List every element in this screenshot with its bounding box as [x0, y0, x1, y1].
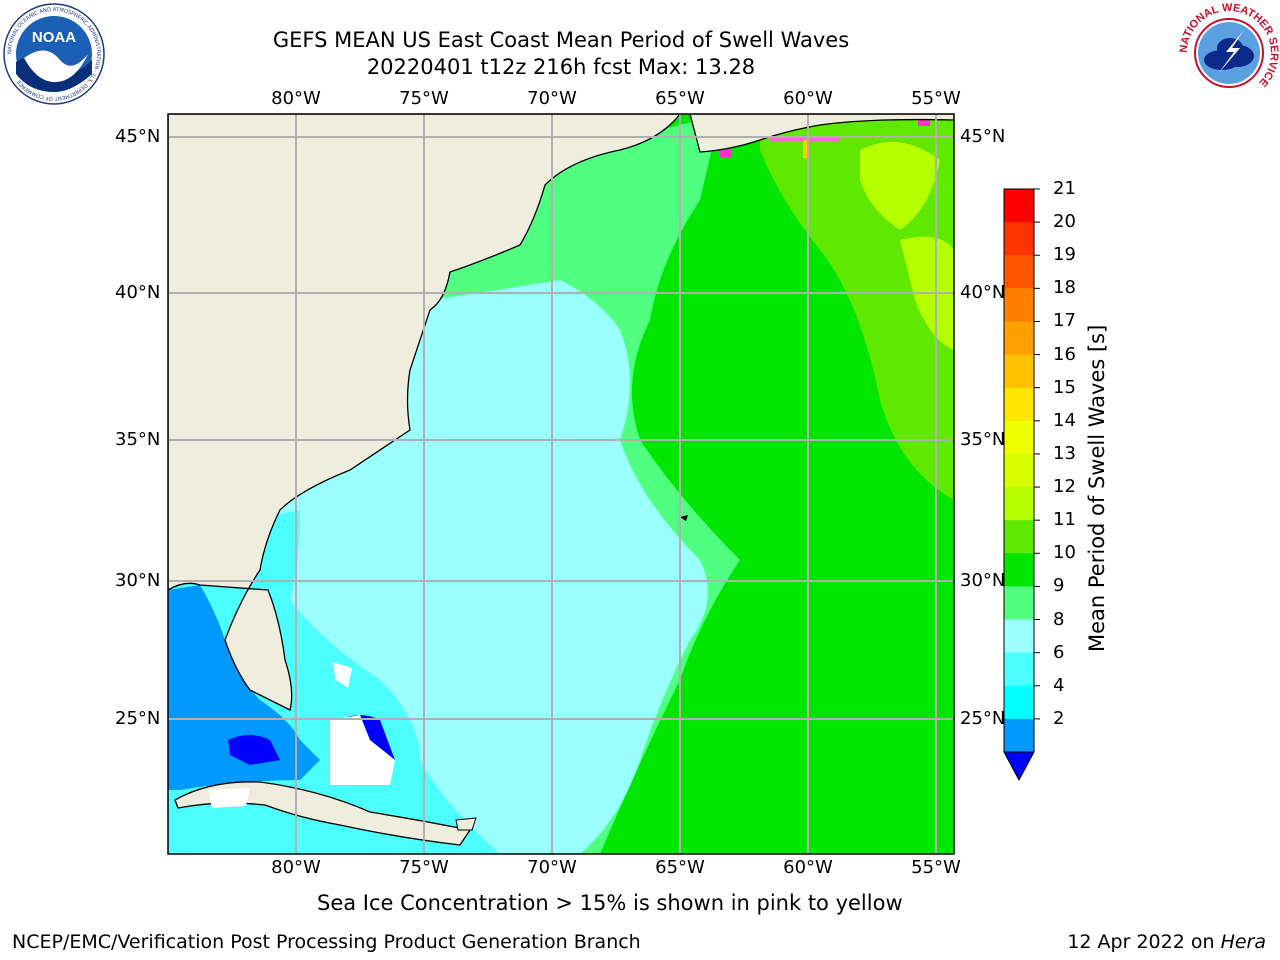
colorbar-tick-label: 8: [1053, 608, 1065, 630]
colorbar-tick-label: 6: [1053, 641, 1065, 663]
lat-label-left: 40°N: [115, 282, 161, 303]
colorbar-tick-label: 14: [1053, 409, 1076, 431]
sea-ice-mark: [770, 136, 840, 142]
sea-ice-mark: [918, 118, 930, 126]
colorbar-segment: [1004, 321, 1034, 356]
lat-label-right: 40°N: [960, 282, 1006, 303]
colorbar-segment: [1004, 586, 1034, 621]
lat-label-left: 30°N: [115, 570, 161, 591]
bahamas-shallow: [330, 715, 395, 785]
colorbar-segment: [1004, 354, 1034, 389]
colorbar-segment: [1004, 420, 1034, 455]
colorbar: [1003, 188, 1040, 782]
colorbar-segment: [1004, 222, 1034, 256]
lon-label-bottom: 70°W: [527, 857, 577, 878]
lon-label-top: 75°W: [399, 88, 449, 109]
noaa-logo: NOAA NATIONAL OCEANIC AND ATMOSPHERIC AD…: [3, 3, 105, 105]
colorbar-tick-label: 15: [1053, 376, 1076, 398]
colorbar-segment: [1004, 288, 1034, 322]
colorbar-extend-arrow: [1003, 751, 1035, 782]
lat-label-right: 45°N: [960, 126, 1006, 147]
colorbar-segment: [1004, 685, 1034, 720]
colorbar-tick-label: 17: [1053, 310, 1076, 332]
lat-label-left: 25°N: [115, 708, 161, 729]
lat-label-right: 35°N: [960, 429, 1006, 450]
colorbar-tick-label: 20: [1053, 211, 1076, 233]
colorbar-tick-label: 21: [1053, 178, 1076, 199]
nws-logo: NATIONAL WEATHER SERVICE: [1178, 2, 1280, 102]
colorbar-segment: [1004, 553, 1034, 587]
footer-date: 12 Apr 2022 on Hera: [1067, 931, 1266, 953]
colorbar-tick-label: 18: [1053, 277, 1076, 299]
chart-title-line1: GEFS MEAN US East Coast Mean Period of S…: [272, 28, 850, 52]
lon-label-bottom: 55°W: [911, 857, 961, 878]
lon-label-bottom: 60°W: [783, 857, 833, 878]
swell-band-lt-2: [228, 735, 280, 765]
footer-credit: NCEP/EMC/Verification Post Processing Pr…: [12, 931, 641, 953]
colorbar-segment: [1004, 487, 1034, 521]
colorbar-tick-label: 4: [1053, 674, 1065, 696]
colorbar-segment: [1004, 255, 1034, 289]
colorbar-tick-label: 2: [1053, 707, 1065, 729]
sea-ice-annotation: Sea Ice Concentration > 15% is shown in …: [317, 891, 903, 915]
sea-ice-mark: [803, 140, 809, 158]
colorbar-segment: [1004, 387, 1034, 422]
colorbar-segment: [1004, 718, 1034, 753]
lon-label-top: 80°W: [271, 88, 321, 109]
lon-label-top: 55°W: [911, 88, 961, 109]
colorbar-segment: [1004, 189, 1034, 223]
lat-label-right: 25°N: [960, 708, 1006, 729]
swell-band-12-13: [860, 142, 940, 230]
colorbar-segment: [1004, 520, 1034, 554]
lat-label-right: 30°N: [960, 570, 1006, 591]
island-bermuda: [680, 515, 688, 521]
island: [455, 817, 477, 831]
lon-label-top: 65°W: [655, 88, 705, 109]
sea-ice-mark: [720, 150, 732, 158]
lon-label-top: 60°W: [783, 88, 833, 109]
lon-label-bottom: 75°W: [399, 857, 449, 878]
chart-title-line2: 20220401 t12z 216h fcst Max: 13.28: [366, 55, 756, 79]
lon-label-bottom: 65°W: [655, 857, 705, 878]
colorbar-segment: [1004, 652, 1034, 687]
colorbar-tick-label: 19: [1053, 244, 1076, 266]
graticule: [168, 114, 954, 854]
colorbar-segment: [1004, 453, 1034, 488]
lon-label-bottom: 80°W: [271, 857, 321, 878]
footer-machine: Hera: [1220, 931, 1266, 953]
lon-label-top: 70°W: [527, 88, 577, 109]
colorbar-tick-label: 11: [1053, 509, 1076, 531]
bahamas-shallow-b: [332, 662, 352, 688]
swell-band-2-4: [168, 585, 320, 790]
colorbar-tick-label: 13: [1053, 442, 1076, 464]
colorbar-frame: [1003, 188, 1035, 753]
footer-date-text: 12 Apr 2022 on: [1067, 931, 1221, 953]
land-cuba: [174, 781, 472, 846]
noaa-logo-text: NOAA: [32, 29, 76, 46]
map-frame: [167, 113, 955, 855]
lat-label-left: 35°N: [115, 429, 161, 450]
colorbar-tick-label: 16: [1053, 343, 1076, 365]
colorbar-tick-label: 12: [1053, 476, 1076, 498]
colorbar-tick-label: 10: [1053, 542, 1076, 564]
cuba-shallow: [208, 788, 250, 808]
colorbar-label: Mean Period of Swell Waves [s]: [1085, 324, 1109, 652]
lat-label-left: 45°N: [115, 126, 161, 147]
colorbar-tick-label: 9: [1053, 575, 1065, 597]
colorbar-segment: [1004, 619, 1034, 654]
